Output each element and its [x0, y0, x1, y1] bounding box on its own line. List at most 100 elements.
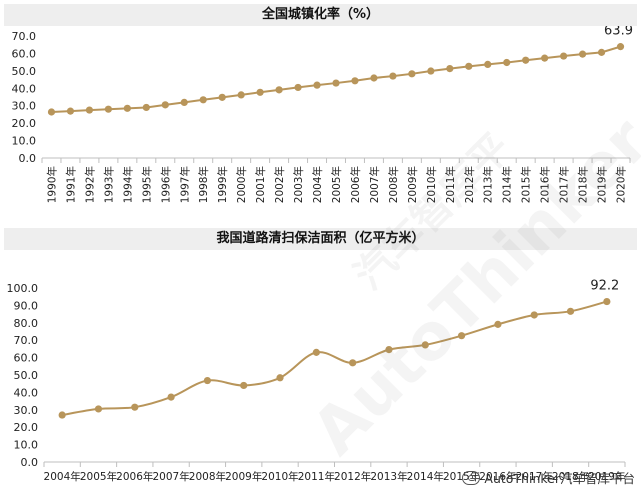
data-point — [503, 58, 511, 67]
x-tick-label: 2002年 — [273, 166, 286, 203]
x-tick-label: 2005年 — [330, 166, 343, 203]
y-tick-label: 70.0 — [14, 334, 39, 347]
data-point — [578, 50, 587, 58]
x-tick-label: 2007年 — [152, 470, 189, 483]
data-point — [47, 108, 56, 116]
x-tick-label: 2017年 — [558, 166, 571, 203]
wechat-icon — [462, 470, 481, 485]
x-tick-label: 1992年 — [83, 166, 96, 203]
data-point — [597, 48, 606, 56]
x-tick-label: 2007年 — [368, 166, 381, 203]
data-point — [58, 411, 66, 419]
data-point — [494, 320, 502, 328]
y-tick-label: 60.0 — [12, 47, 37, 60]
y-tick-label: 30.0 — [14, 404, 39, 417]
data-point — [104, 105, 112, 113]
road-cleaning-line-chart: 0.0 10.0 20.0 30.0 40.0 50.0 60.0 70.0 80.0 90.0 1… — [7, 279, 626, 483]
data-point — [275, 86, 283, 94]
x-tick-label: 2005年 — [80, 470, 117, 483]
data-point — [312, 348, 320, 356]
data-point — [560, 52, 568, 60]
x-tick-label: 2012年 — [463, 166, 476, 203]
data-point — [427, 67, 435, 75]
x-tick-label: 2014年 — [407, 470, 444, 483]
data-point — [161, 101, 169, 109]
data-point — [66, 107, 75, 115]
y-tick-label: 10.0 — [14, 439, 39, 452]
y-tick-label: 40.0 — [12, 82, 37, 95]
y-tick-label: 50.0 — [14, 369, 39, 382]
x-tick-label: 2009年 — [406, 166, 419, 203]
data-point — [530, 311, 538, 319]
y-tick-label: 50.0 — [12, 65, 37, 78]
data-point — [199, 96, 207, 104]
x-tick-label: 2013年 — [370, 470, 407, 483]
x-tick-label: 2006年 — [116, 470, 153, 483]
data-point — [332, 79, 340, 87]
data-point — [203, 376, 212, 385]
x-tick-label: 1997年 — [178, 166, 191, 203]
data-point — [385, 345, 393, 354]
y-tick-label: 0.0 — [19, 152, 37, 165]
data-point — [131, 403, 139, 411]
x-tick-label: 2013年 — [482, 166, 495, 203]
data-point — [603, 297, 611, 306]
x-tick-label: 2014年 — [501, 166, 514, 203]
data-point — [370, 74, 378, 82]
data-point — [256, 88, 264, 96]
data-point — [522, 56, 530, 64]
data-point — [566, 307, 575, 315]
x-tick-label: 2010年 — [261, 470, 298, 483]
y-tick-label: 90.0 — [14, 299, 39, 312]
x-tick-label: 2019年 — [596, 166, 609, 203]
x-tick-label: 1994年 — [121, 166, 134, 203]
x-tick-label: 2011年 — [444, 166, 457, 203]
x-tick-label: 2020年 — [615, 166, 628, 203]
x-tick-label: 2019年 — [588, 470, 625, 483]
data-point — [123, 104, 131, 112]
data-point — [421, 341, 429, 349]
x-tick-label: 2001年 — [254, 166, 267, 203]
data-point — [351, 77, 359, 85]
x-tick-label: 2010年 — [425, 166, 438, 203]
data-point — [237, 91, 245, 99]
y-tick-label: 0.0 — [21, 456, 39, 469]
urbanization-line-chart: 0.0 10.0 20.0 30.0 40.0 50.0 60.0 70.0 1990年 1991… — [12, 26, 633, 203]
data-point — [457, 332, 466, 340]
data-point — [167, 393, 175, 401]
y-tick-label: 60.0 — [14, 352, 39, 365]
chart-title-urbanization: 全国城镇化率（%） — [4, 4, 637, 26]
x-tick-label: 1990年 — [45, 166, 58, 203]
x-tick-label: 2009年 — [225, 470, 262, 483]
data-point — [180, 98, 188, 107]
x-tick-label: 1999年 — [216, 166, 229, 203]
y-tick-label: 20.0 — [14, 421, 39, 434]
series-line — [61, 300, 608, 417]
data-point — [408, 70, 416, 78]
x-tick-label: 1996年 — [159, 166, 172, 203]
x-tick-label: 2015年 — [520, 166, 533, 203]
series-line — [51, 45, 621, 113]
data-point — [94, 405, 103, 413]
x-tick-label: 2006年 — [349, 166, 362, 203]
x-tick-label: 1998年 — [197, 166, 210, 203]
data-point — [484, 60, 492, 69]
x-tick-label: 2017年 — [516, 470, 553, 483]
x-tick-label: 2004年 — [311, 166, 324, 203]
data-point — [218, 93, 226, 101]
y-tick-label: 100.0 — [7, 282, 39, 295]
data-point — [349, 359, 357, 367]
data-point — [294, 83, 302, 92]
data-point — [142, 103, 150, 112]
x-tick-label: 2008年 — [189, 470, 226, 483]
chart-title-road-cleaning: 我国道路清扫保洁面积（亿平方米） — [4, 228, 637, 250]
data-point — [313, 81, 321, 89]
x-tick-label: 2004年 — [44, 470, 81, 483]
data-point — [541, 54, 549, 62]
x-tick-label: 1995年 — [140, 166, 153, 203]
data-point — [240, 381, 248, 390]
y-tick-label: 30.0 — [12, 100, 37, 113]
data-point — [465, 62, 473, 70]
x-tick-label: 2003年 — [292, 166, 305, 203]
y-tick-label: 70.0 — [12, 30, 37, 43]
